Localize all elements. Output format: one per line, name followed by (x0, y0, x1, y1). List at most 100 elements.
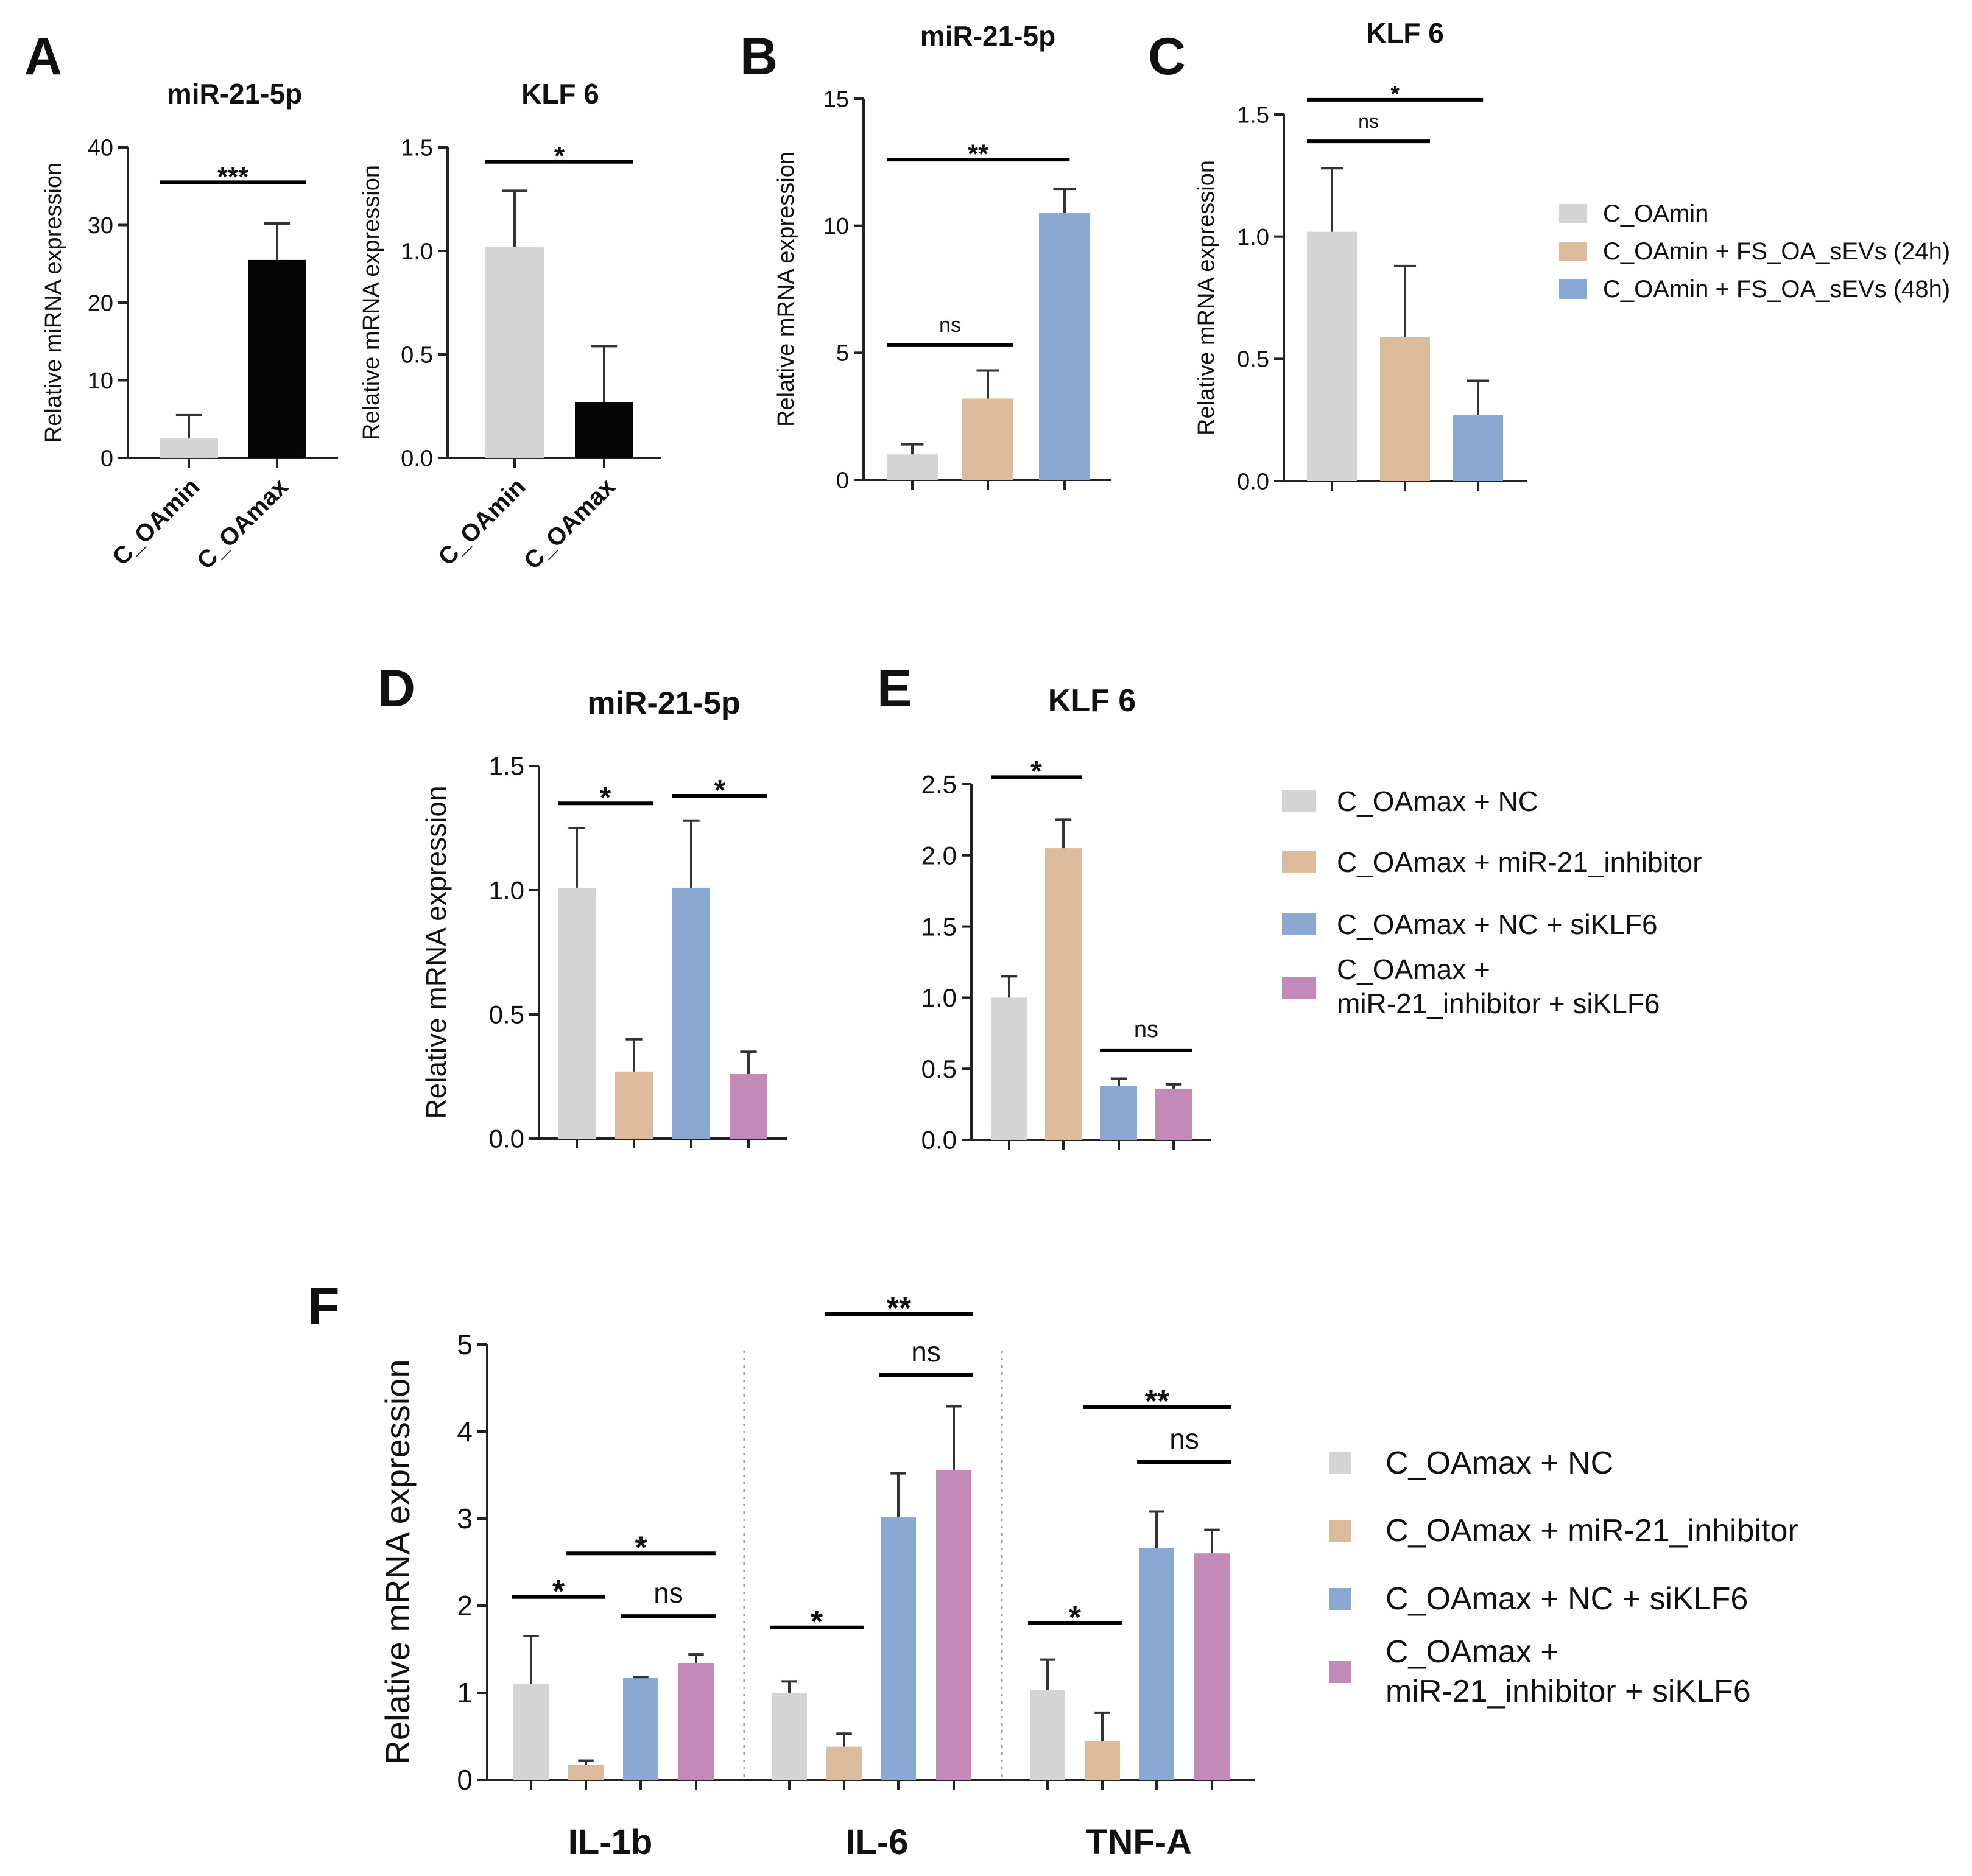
y-tick-label: 1.0 (1237, 225, 1269, 250)
legend-bc-label: C_OAmin (1603, 200, 1708, 227)
y-tick-label: 0.5 (489, 1000, 524, 1029)
significance-label: * (1390, 82, 1400, 107)
significance-label: ns (1169, 1423, 1199, 1455)
x-group-label: IL-1b (568, 1822, 653, 1862)
y-tick-label: 0 (836, 468, 849, 493)
bar (160, 438, 218, 458)
y-tick-label: 0 (457, 1764, 473, 1796)
y-tick-label: 15 (823, 86, 849, 112)
significance-label: ** (887, 1291, 912, 1326)
panel-label-e: E (877, 659, 912, 718)
y-tick-label: 1.5 (489, 752, 524, 781)
y-tick-label: 1.0 (401, 239, 433, 264)
significance-label: * (714, 775, 726, 807)
bar (568, 1765, 604, 1780)
bar (623, 1678, 658, 1780)
legend-bc-label: C_OAmin + FS_OA_sEVs (48h) (1603, 276, 1950, 303)
panel-label-c: C (1148, 27, 1186, 86)
x-tick-label: C_OAmin (433, 473, 530, 571)
significance-label: ** (1145, 1384, 1170, 1419)
bar (672, 887, 710, 1139)
panel-label-b: B (740, 27, 778, 86)
y-tick-label: 4 (457, 1416, 473, 1447)
y-tick-label: 1 (457, 1677, 473, 1709)
legend-de-swatch-gray (1282, 790, 1316, 812)
significance-label: * (811, 1604, 823, 1640)
panel-label-f: F (308, 1277, 340, 1336)
significance-label: ns (939, 314, 961, 337)
legend-f-swatch-pink (1329, 1661, 1351, 1683)
bar (1030, 1690, 1065, 1780)
legend-f-swatch-blue (1329, 1588, 1351, 1610)
y-tick-label: 1.5 (401, 135, 433, 161)
bar (575, 402, 633, 458)
chart-d: 0.0 0.5 1.0 1.5 Relative mRNA expression miR-… (420, 686, 787, 1153)
chart-title: KLF 6 (521, 78, 599, 110)
y-tick-label: 2.5 (921, 770, 957, 799)
y-tick-label: 1.5 (921, 912, 957, 941)
bar (1139, 1548, 1174, 1780)
significance-label: * (1069, 1600, 1082, 1635)
bar (887, 454, 938, 480)
chart-title: miR-21-5p (920, 20, 1055, 52)
x-group-label: TNF-A (1086, 1822, 1192, 1862)
chart-e: 0.0 0.5 1.0 1.5 2.0 2.5 KLF 6 * ns (921, 683, 1211, 1154)
y-tick-label: 0.0 (921, 1126, 957, 1154)
chart-title: KLF 6 (1366, 17, 1444, 49)
significance-label: ns (1358, 110, 1379, 132)
y-tick-label: 10 (88, 368, 113, 394)
significance-label: * (635, 1530, 647, 1565)
legend-f-label: C_OAmax + (1386, 1634, 1559, 1670)
chart-c: 0.0 0.5 1.0 1.5 Relative mRNA expression KLF … (1194, 17, 1527, 494)
significance-label: * (600, 782, 611, 814)
bar (1194, 1553, 1230, 1780)
y-tick-label: 20 (88, 290, 113, 316)
y-tick-label: 1.5 (1237, 102, 1269, 128)
bar (513, 1684, 549, 1780)
y-axis-label: Relative mRNA expression (1194, 160, 1219, 435)
y-axis-label: Relative mRNA expression (359, 165, 384, 440)
significance-label: *** (217, 162, 249, 192)
legend-de-swatch-blue (1282, 913, 1316, 935)
legend-de-swatch-tan (1282, 851, 1316, 873)
chart-b: 0 5 10 15 Relative mRNA expression miR-21-5p n… (773, 20, 1111, 493)
legend-de-label: C_OAmax + NC (1337, 785, 1538, 817)
bar (558, 887, 596, 1139)
x-tick-label: C_OAmax (519, 473, 620, 574)
bar (1045, 848, 1082, 1140)
significance-label: ns (911, 1336, 941, 1368)
y-tick-label: 0.5 (921, 1055, 957, 1083)
significance-label: * (554, 141, 565, 171)
y-tick-label: 30 (88, 213, 113, 239)
legend-f-label: miR-21_inhibitor + siKLF6 (1386, 1674, 1751, 1709)
y-tick-label: 2 (457, 1590, 473, 1621)
bar (1085, 1741, 1120, 1780)
y-tick-label: 5 (457, 1329, 473, 1360)
legend-f-label: C_OAmax + NC + siKLF6 (1386, 1581, 1748, 1617)
y-tick-label: 0.0 (1237, 469, 1269, 494)
bar (772, 1693, 807, 1780)
chart-f: 0 1 2 3 4 5 Relative mRNA expression IL-1b IL-6 T… (378, 1291, 1255, 1862)
legend-bc-label: C_OAmin + FS_OA_sEVs (24h) (1603, 238, 1950, 265)
bar (936, 1469, 971, 1780)
legend-de-label: C_OAmax + miR-21_inhibitor (1337, 846, 1702, 878)
y-tick-label: 5 (836, 341, 849, 367)
legend-de: C_OAmax + NC C_OAmax + miR-21_inhibitor … (1282, 785, 1702, 1019)
chart-a1: 0 10 20 30 40 Relative miRNA expression miR-21… (41, 78, 338, 575)
y-tick-label: 0.0 (401, 446, 433, 471)
y-tick-label: 10 (823, 214, 849, 239)
y-axis-label: Relative mRNA expression (773, 152, 799, 427)
y-tick-label: 3 (457, 1503, 473, 1534)
significance-label: ns (1134, 1017, 1158, 1042)
panel-label-a: A (24, 27, 62, 86)
bar (1039, 213, 1090, 480)
bar (962, 398, 1013, 480)
legend-f: C_OAmax + NC C_OAmax + miR-21_inhibitor … (1329, 1446, 1798, 1709)
legend-de-label: C_OAmax + NC + siKLF6 (1337, 908, 1658, 940)
legend-bc-swatch-tan (1559, 242, 1587, 261)
y-tick-label: 1.0 (489, 876, 524, 905)
y-tick-label: 40 (88, 135, 113, 161)
legend-de-label: C_OAmax + (1337, 954, 1490, 985)
bar (248, 259, 306, 458)
